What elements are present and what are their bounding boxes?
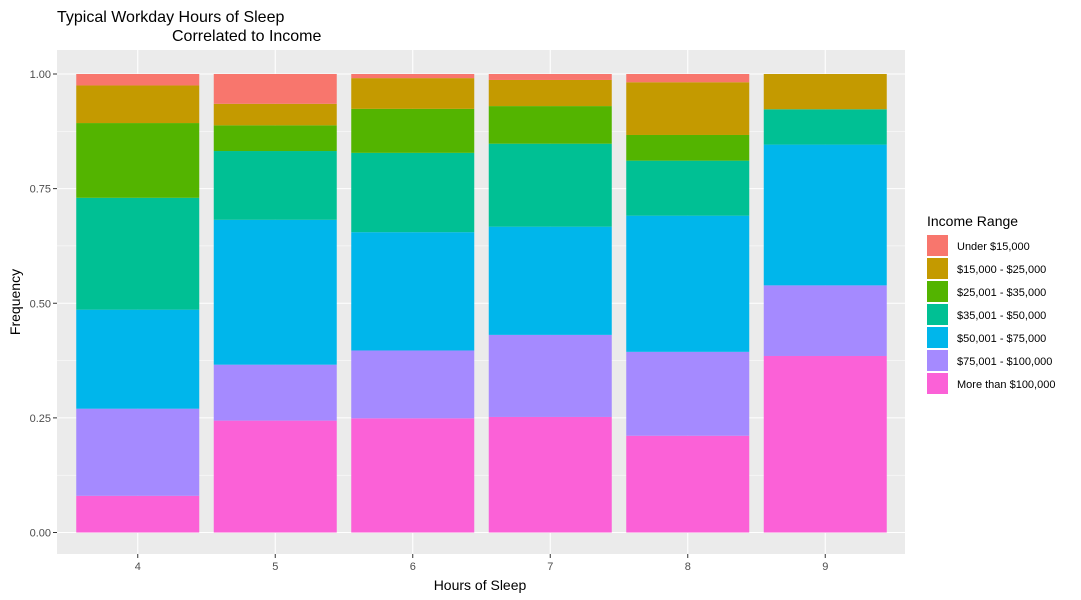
legend-swatch — [927, 304, 948, 325]
legend-swatch — [927, 281, 948, 302]
x-tick-label: 5 — [272, 561, 278, 573]
legend-label: More than $100,000 — [957, 379, 1055, 391]
bar-segment — [351, 78, 475, 109]
bar-segment — [213, 219, 337, 365]
bar-segment — [626, 160, 750, 216]
y-tick-label: 1.00 — [30, 69, 51, 81]
y-tick-label: 0.50 — [30, 298, 51, 310]
bar-segment — [488, 74, 612, 80]
bar-segment — [763, 355, 887, 533]
x-tick-label: 4 — [135, 561, 141, 573]
bar-segment — [488, 334, 612, 417]
legend-label: $15,000 - $25,000 — [957, 264, 1046, 276]
bar-segment — [351, 418, 475, 533]
bar-segment — [488, 226, 612, 335]
y-axis-ticks: 0.00 0.25 0.50 0.75 1.00 — [30, 69, 57, 540]
bar-segment — [763, 285, 887, 356]
bar-segment — [76, 85, 200, 124]
bar-segment — [213, 364, 337, 421]
bar-segment — [76, 408, 200, 496]
legend-swatch — [927, 350, 948, 371]
legend-label: $35,001 - $50,000 — [957, 310, 1046, 322]
legend-label: $75,001 - $100,000 — [957, 356, 1052, 368]
chart-title-line-1: Typical Workday Hours of Sleep — [57, 9, 284, 26]
legend-swatch — [927, 258, 948, 279]
legend-swatch — [927, 327, 948, 348]
legend-swatch — [927, 373, 948, 394]
bar-segment — [488, 106, 612, 144]
bar-segment — [763, 109, 887, 145]
bar-segment — [76, 197, 200, 310]
bar-segment — [626, 74, 750, 83]
x-tick-label: 6 — [410, 561, 416, 573]
x-tick-label: 8 — [685, 561, 691, 573]
legend-label: $50,001 - $75,000 — [957, 333, 1046, 345]
legend-label: Under $15,000 — [957, 241, 1030, 253]
bar-segment — [763, 144, 887, 286]
x-tick-label: 9 — [822, 561, 828, 573]
bar-segment — [626, 215, 750, 352]
bar-segment — [626, 435, 750, 533]
bar-segment — [351, 350, 475, 419]
bar-segment — [488, 143, 612, 227]
legend-label: $25,001 - $35,000 — [957, 287, 1046, 299]
bar-segment — [488, 416, 612, 533]
bar-segment — [351, 108, 475, 153]
bar-segment — [213, 125, 337, 152]
bar-segment — [213, 103, 337, 126]
bar-segment — [76, 495, 200, 533]
bar-segment — [76, 74, 200, 86]
bar-segment — [626, 82, 750, 135]
bar-segment — [76, 123, 200, 198]
bar-segment — [488, 79, 612, 107]
chart-title-line-2: Correlated to Income — [172, 28, 322, 45]
bar-segment — [351, 232, 475, 351]
legend: Income Range Under $15,000 $15,000 - $25,… — [927, 213, 1055, 394]
x-axis-ticks: 4 5 6 7 8 9 — [135, 554, 828, 573]
bar-segment — [213, 151, 337, 220]
x-tick-label: 7 — [547, 561, 553, 573]
legend-swatch — [927, 235, 948, 256]
y-tick-label: 0.00 — [30, 528, 51, 540]
y-tick-label: 0.75 — [30, 184, 51, 196]
bar-segment — [626, 134, 750, 161]
bar-segment — [763, 74, 887, 110]
legend-title: Income Range — [927, 213, 1018, 229]
bars — [76, 74, 887, 533]
bar-segment — [626, 351, 750, 436]
bar-segment — [351, 152, 475, 233]
y-axis-title: Frequency — [7, 269, 23, 335]
bar-segment — [351, 74, 475, 79]
bar-segment — [213, 74, 337, 104]
y-tick-label: 0.25 — [30, 413, 51, 425]
bar-segment — [213, 420, 337, 533]
bar-segment — [76, 309, 200, 409]
x-axis-title: Hours of Sleep — [434, 577, 527, 593]
